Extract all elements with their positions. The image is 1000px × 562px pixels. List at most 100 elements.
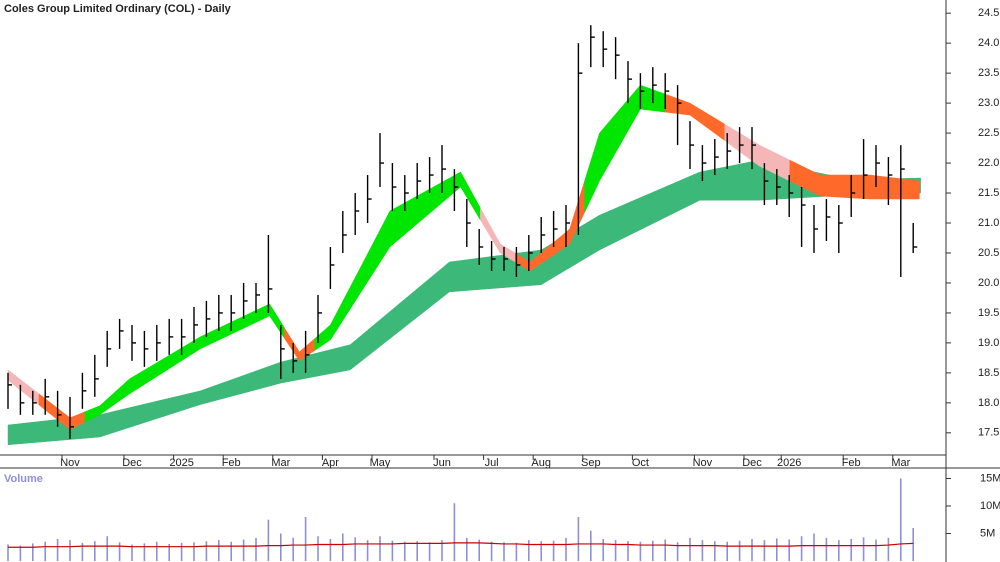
- x-tick-label: Mar: [891, 457, 910, 469]
- x-tick-label: Dec: [122, 457, 142, 469]
- x-tick-label: Mar: [271, 457, 290, 469]
- x-tick-label: May: [370, 457, 391, 469]
- volume-bar: [788, 539, 790, 561]
- y-tick-label: 20.0: [978, 277, 999, 289]
- volume-bar: [676, 542, 679, 561]
- y-tick-label: 19.0: [978, 337, 999, 349]
- volume-bar: [590, 530, 592, 561]
- volume-bar: [515, 542, 518, 561]
- volume-bar: [900, 478, 902, 561]
- volume-bar: [726, 541, 728, 561]
- volume-bar: [56, 538, 59, 561]
- volume-bar: [205, 541, 208, 561]
- x-tick-label: Apr: [322, 457, 339, 469]
- volume-bar: [168, 543, 170, 561]
- volume-bar: [875, 539, 877, 561]
- y-tick-label: 21.0: [978, 217, 999, 229]
- volume-bar: [329, 538, 332, 561]
- x-tick-label: Aug: [531, 457, 551, 469]
- volume-bar: [441, 540, 443, 561]
- volume-bar: [428, 542, 431, 561]
- short-band: [894, 177, 920, 200]
- volume-label: Volume: [4, 473, 43, 485]
- volume-bar: [304, 516, 307, 561]
- volume-bar: [577, 516, 580, 561]
- volume-bar: [850, 538, 852, 561]
- volume-bar: [614, 540, 617, 561]
- y-tick-label: 17.5: [978, 427, 999, 439]
- volume-bar: [887, 537, 890, 561]
- volume-bar: [738, 540, 741, 561]
- x-tick-label: Jun: [433, 457, 451, 469]
- x-tick-label: Jul: [485, 457, 499, 469]
- volume-bar: [714, 541, 716, 561]
- volume-bar: [342, 533, 344, 561]
- volume-bar: [118, 542, 121, 561]
- y-tick-label: 15M: [980, 472, 1000, 484]
- volume-bar: [81, 542, 84, 561]
- volume-bar: [94, 541, 96, 561]
- volume-bar: [69, 540, 71, 561]
- volume-bar: [416, 541, 418, 561]
- volume-bar: [44, 541, 46, 561]
- volume-bar: [912, 527, 914, 561]
- volume-bar: [639, 541, 642, 561]
- x-tick-label: Feb: [842, 457, 861, 469]
- volume-bar: [255, 537, 257, 561]
- y-tick-label: 24.0: [978, 37, 999, 49]
- volume-bar: [825, 537, 828, 561]
- volume-bar: [800, 536, 803, 561]
- chart-title: Coles Group Limited Ordinary (COL) - Dai…: [4, 3, 232, 15]
- volume-bar: [652, 540, 654, 561]
- volume-bar: [32, 543, 34, 561]
- plot-layer: [7, 25, 921, 446]
- volume-bar: [503, 542, 505, 561]
- y-tick-label: 10M: [980, 500, 1000, 512]
- volume-bar: [664, 539, 666, 561]
- short-band: [844, 174, 895, 200]
- volume-bar: [540, 541, 542, 561]
- y-tick-label: 22.0: [978, 157, 999, 169]
- volume-bar: [193, 542, 195, 561]
- volume-bar: [776, 538, 778, 561]
- y-tick-label: 20.5: [978, 247, 999, 259]
- y-tick-label: 24.5: [978, 7, 999, 19]
- volume-bar: [813, 533, 815, 561]
- volume-bar: [354, 537, 356, 561]
- volume-bar: [391, 540, 394, 561]
- volume-bar: [156, 541, 158, 561]
- x-tick-label: Feb: [222, 457, 241, 469]
- volume-bar: [490, 541, 493, 561]
- volume-bar: [763, 540, 766, 561]
- y-tick-label: 18.0: [978, 397, 999, 409]
- x-tick-label: 2026: [777, 457, 801, 469]
- volume-bar: [19, 545, 22, 561]
- volume-bar: [218, 540, 220, 561]
- volume-bar: [230, 541, 232, 561]
- x-tick-label: 2025: [169, 457, 193, 469]
- y-tick-label: 18.5: [978, 367, 999, 379]
- y-tick-label: 19.5: [978, 307, 999, 319]
- x-tick-label: Sep: [581, 457, 601, 469]
- volume-bar: [838, 540, 840, 561]
- volume-bar: [143, 543, 146, 561]
- volume-bar: [751, 538, 753, 561]
- volume-bar: [478, 539, 480, 561]
- x-tick-label: Dec: [742, 457, 762, 469]
- y-tick-label: 22.5: [978, 127, 999, 139]
- volume-bar: [242, 539, 245, 561]
- x-tick-label: Nov: [60, 457, 80, 469]
- volume-bar: [280, 533, 282, 561]
- volume-bar: [528, 540, 530, 561]
- volume-bar: [404, 541, 406, 561]
- volume-ma: [8, 542, 914, 548]
- volume-bar: [466, 537, 468, 561]
- volume-bar: [317, 536, 319, 561]
- x-tick-label: Nov: [693, 457, 713, 469]
- volume-bar: [379, 536, 381, 561]
- volume-bar: [565, 537, 567, 561]
- y-tick-label: 23.5: [978, 67, 999, 79]
- volume-bar: [602, 538, 604, 561]
- volume-bar: [366, 540, 369, 561]
